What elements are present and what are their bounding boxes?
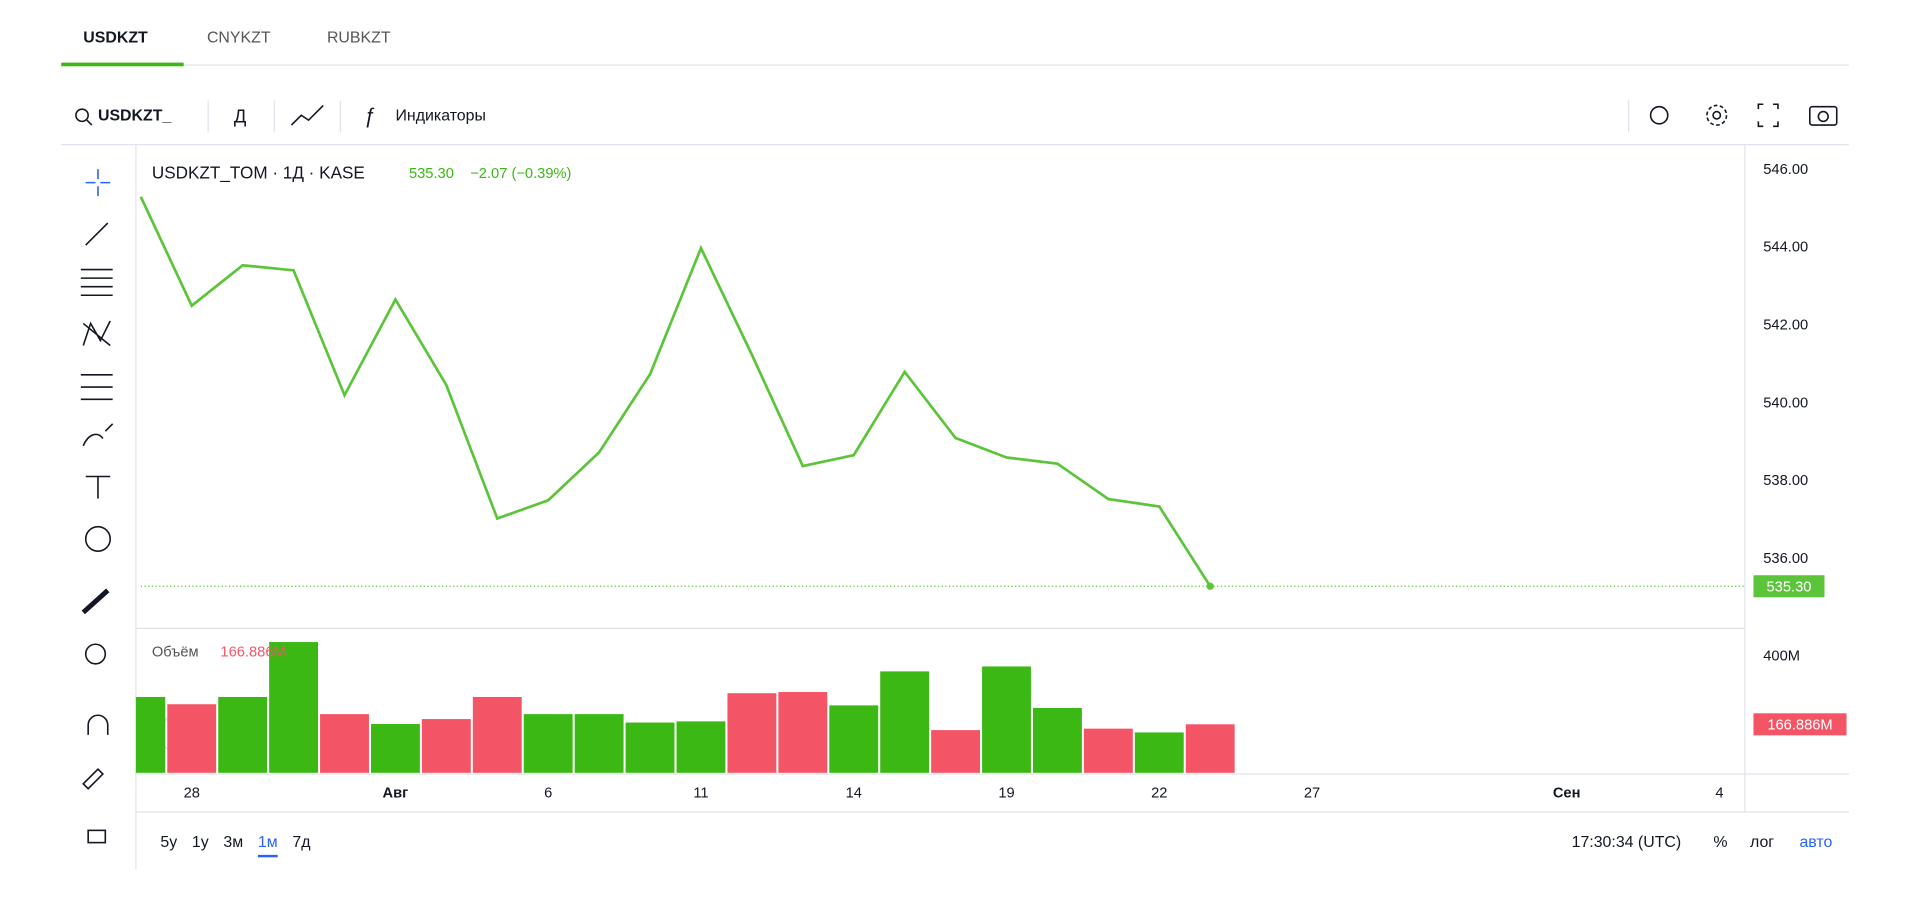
- volume-bar: [218, 696, 268, 773]
- volume-bar: [523, 714, 573, 773]
- plot-area: [135, 196, 1235, 773]
- range-button[interactable]: 5у: [160, 834, 177, 851]
- chart-legend-last: 535.30: [409, 166, 454, 182]
- volume-bar: [778, 692, 828, 773]
- fullscreen-button[interactable]: [1757, 103, 1779, 128]
- x-tick-label: 28: [184, 786, 200, 802]
- tab[interactable]: RUBKZT: [327, 29, 391, 46]
- symbol-search[interactable]: USDKZT_: [98, 108, 172, 125]
- x-tick-label: 14: [846, 786, 862, 802]
- active-tab-underline: [61, 62, 184, 67]
- zoom-tool[interactable]: [84, 643, 107, 665]
- screenshot-button[interactable]: [1809, 105, 1838, 126]
- emoji-tool[interactable]: [84, 525, 112, 552]
- volume-bar: [320, 714, 369, 773]
- range-button[interactable]: 1м: [258, 834, 278, 851]
- settings-button: [1712, 110, 1722, 120]
- trendline-tool[interactable]: [85, 222, 109, 246]
- y-tick-label: 540.00: [1763, 395, 1808, 411]
- magnet-tool[interactable]: [87, 714, 109, 735]
- volume-bar: [167, 704, 217, 773]
- log-toggle[interactable]: лог: [1750, 834, 1774, 851]
- interval-button[interactable]: Д: [234, 106, 247, 127]
- ruler-tool[interactable]: [81, 588, 110, 615]
- alert-button[interactable]: [1649, 105, 1669, 125]
- volume-bar: [1032, 708, 1082, 773]
- pattern-tool[interactable]: [82, 320, 111, 347]
- y-tick-label: 536.00: [1763, 551, 1808, 567]
- volume-bar: [676, 721, 726, 773]
- indicators-icon: ƒ: [364, 105, 376, 128]
- x-tick-label: Сен: [1553, 786, 1581, 802]
- volume-bar: [880, 671, 930, 773]
- y-tick-label: 546.00: [1763, 162, 1808, 178]
- lock-draw-tool[interactable]: [82, 768, 104, 790]
- volume-bar: [269, 642, 319, 773]
- settings-button[interactable]: [1706, 104, 1728, 126]
- chart-legend-title: USDKZT_TOM · 1Д · KASE: [152, 163, 365, 183]
- x-tick-label: Авг: [383, 786, 409, 802]
- indicators-button[interactable]: Индикаторы: [396, 108, 486, 125]
- volume-bar: [1134, 732, 1184, 773]
- range-button[interactable]: 1у: [192, 834, 209, 851]
- x-tick-label: 4: [1715, 786, 1723, 802]
- x-tick-label: 27: [1304, 786, 1320, 802]
- x-tick-label: 19: [998, 786, 1014, 802]
- y-tick-label: 400M: [1763, 648, 1800, 664]
- lock-tool[interactable]: [87, 829, 107, 844]
- volume-bar: [829, 705, 879, 773]
- fib-tool[interactable]: [80, 268, 113, 297]
- volume-bar: [625, 722, 675, 773]
- volume-bar: [982, 666, 1031, 773]
- drawing-toolbar: [80, 169, 114, 844]
- tab[interactable]: USDKZT: [83, 29, 148, 46]
- x-tick-label: 6: [544, 786, 552, 802]
- volume-bar: [135, 696, 166, 773]
- clock: 17:30:34 (UTC): [1572, 834, 1682, 851]
- volume-tag: [1753, 713, 1847, 736]
- chart-legend-change: −2.07 (−0.39%): [470, 166, 571, 182]
- x-tick-label: 22: [1151, 786, 1167, 802]
- text-tool[interactable]: [85, 475, 111, 499]
- projection-tool[interactable]: [80, 374, 113, 401]
- crosshair-tool[interactable]: [85, 169, 111, 197]
- y-tick-label: 544.00: [1763, 240, 1808, 256]
- tab[interactable]: CNYKZT: [207, 29, 271, 46]
- chart-type-button[interactable]: [290, 104, 324, 126]
- y-tick-label: 542.00: [1763, 317, 1808, 333]
- search-icon: [75, 108, 89, 123]
- last-price-tag: [1753, 575, 1825, 598]
- percent-toggle[interactable]: %: [1713, 834, 1727, 851]
- x-tick-label: 11: [693, 786, 708, 802]
- volume-legend-name: Объём: [152, 645, 199, 661]
- range-selector: 5у 1у 3м 1м 7д: [160, 834, 311, 858]
- search-icon: [86, 119, 93, 126]
- price-line: [139, 196, 1212, 587]
- auto-toggle[interactable]: авто: [1799, 834, 1832, 851]
- volume-bar: [727, 693, 777, 773]
- active-range-underline: [257, 854, 278, 858]
- volume-bar: [370, 723, 420, 773]
- screenshot-button: [1817, 110, 1829, 123]
- volume-bar: [472, 696, 522, 773]
- volume-tag-label: 166.886M: [1767, 717, 1832, 733]
- volume-legend-value: 166.886M: [220, 645, 285, 661]
- volume-bar: [574, 714, 624, 773]
- volume-bar: [421, 719, 471, 773]
- range-button[interactable]: 3м: [223, 834, 243, 851]
- last-price-tag-label: 535.30: [1767, 579, 1812, 595]
- volume-bar: [1083, 728, 1133, 773]
- volume-bar: [931, 730, 981, 773]
- volume-bar: [1185, 724, 1235, 773]
- range-button[interactable]: 7д: [292, 834, 311, 851]
- y-tick-label: 538.00: [1763, 473, 1808, 489]
- brush-tool[interactable]: [82, 423, 114, 447]
